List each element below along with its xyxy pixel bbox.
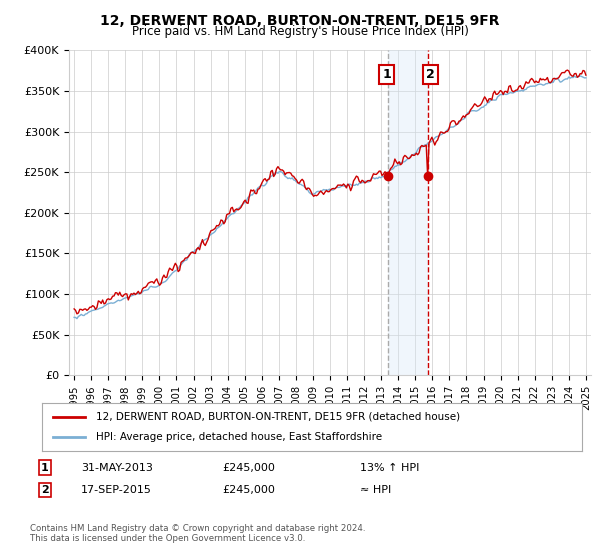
Text: HPI: Average price, detached house, East Staffordshire: HPI: Average price, detached house, East… — [96, 432, 382, 442]
Text: 17-SEP-2015: 17-SEP-2015 — [81, 485, 152, 495]
Text: 12, DERWENT ROAD, BURTON-ON-TRENT, DE15 9FR (detached house): 12, DERWENT ROAD, BURTON-ON-TRENT, DE15 … — [96, 412, 460, 422]
Text: 13% ↑ HPI: 13% ↑ HPI — [360, 463, 419, 473]
Text: Price paid vs. HM Land Registry's House Price Index (HPI): Price paid vs. HM Land Registry's House … — [131, 25, 469, 38]
Text: £245,000: £245,000 — [222, 485, 275, 495]
Text: 2: 2 — [426, 68, 434, 81]
Text: £245,000: £245,000 — [222, 463, 275, 473]
Text: 12, DERWENT ROAD, BURTON-ON-TRENT, DE15 9FR: 12, DERWENT ROAD, BURTON-ON-TRENT, DE15 … — [100, 14, 500, 28]
Text: 2: 2 — [41, 485, 49, 495]
Text: ≈ HPI: ≈ HPI — [360, 485, 391, 495]
Text: Contains HM Land Registry data © Crown copyright and database right 2024.
This d: Contains HM Land Registry data © Crown c… — [30, 524, 365, 543]
Bar — [388, 50, 428, 375]
Text: 1: 1 — [382, 68, 391, 81]
Text: 31-MAY-2013: 31-MAY-2013 — [81, 463, 153, 473]
Text: 1: 1 — [41, 463, 49, 473]
